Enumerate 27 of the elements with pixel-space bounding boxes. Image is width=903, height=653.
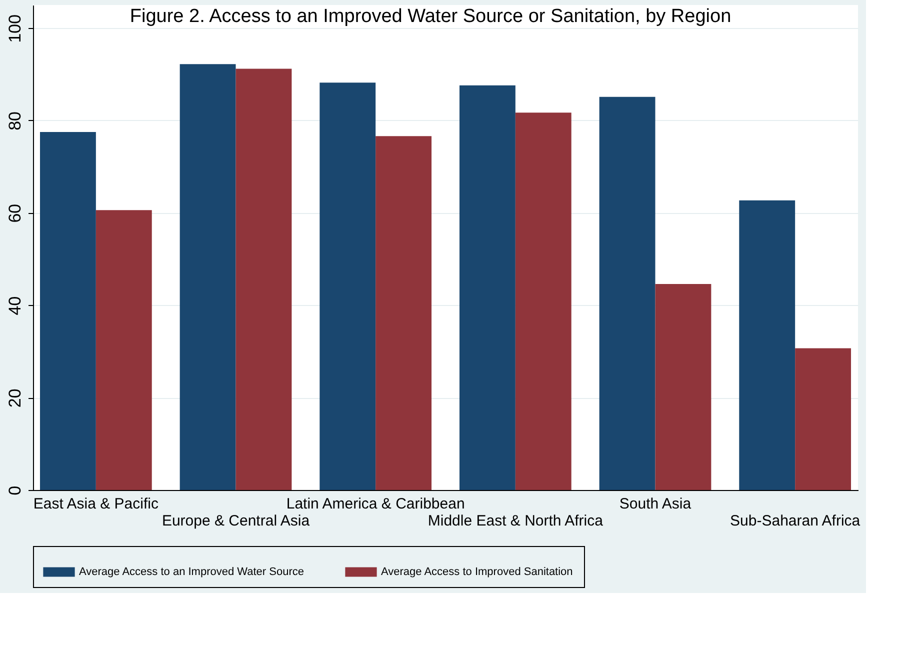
y-tick-label: 80: [6, 112, 24, 130]
legend-label: Average Access to an Improved Water Source: [79, 566, 304, 578]
legend-label: Average Access to Improved Sanitation: [381, 566, 573, 578]
bar: [180, 64, 236, 490]
y-tick-label: 40: [6, 296, 24, 316]
y-tick-label: 0: [6, 486, 24, 496]
x-tick-label: Latin America & Caribbean: [286, 496, 465, 512]
x-tick-label: Europe & Central Asia: [162, 512, 310, 530]
bar: [739, 200, 796, 490]
bar: [320, 82, 376, 490]
bar: [236, 68, 292, 490]
bar: [376, 136, 432, 490]
bar: [655, 284, 712, 490]
bar: [795, 348, 852, 490]
x-tick-label: South Asia: [619, 496, 692, 512]
y-tick-label: 100: [6, 14, 24, 43]
x-tick-label: Sub-Saharan Africa: [730, 512, 861, 530]
y-tick-label: 60: [6, 204, 24, 223]
bar: [515, 112, 572, 490]
bar: [459, 85, 516, 490]
x-tick-label: Middle East & North Africa: [428, 512, 604, 530]
x-tick-label: East Asia & Pacific: [33, 496, 159, 512]
bar: [40, 132, 96, 490]
y-tick-label: 20: [6, 388, 24, 408]
bar: [599, 96, 656, 490]
chart-title: Figure 2. Access to an Improved Water Source or Sanitation, by Region: [130, 6, 732, 27]
bar: [96, 210, 152, 490]
